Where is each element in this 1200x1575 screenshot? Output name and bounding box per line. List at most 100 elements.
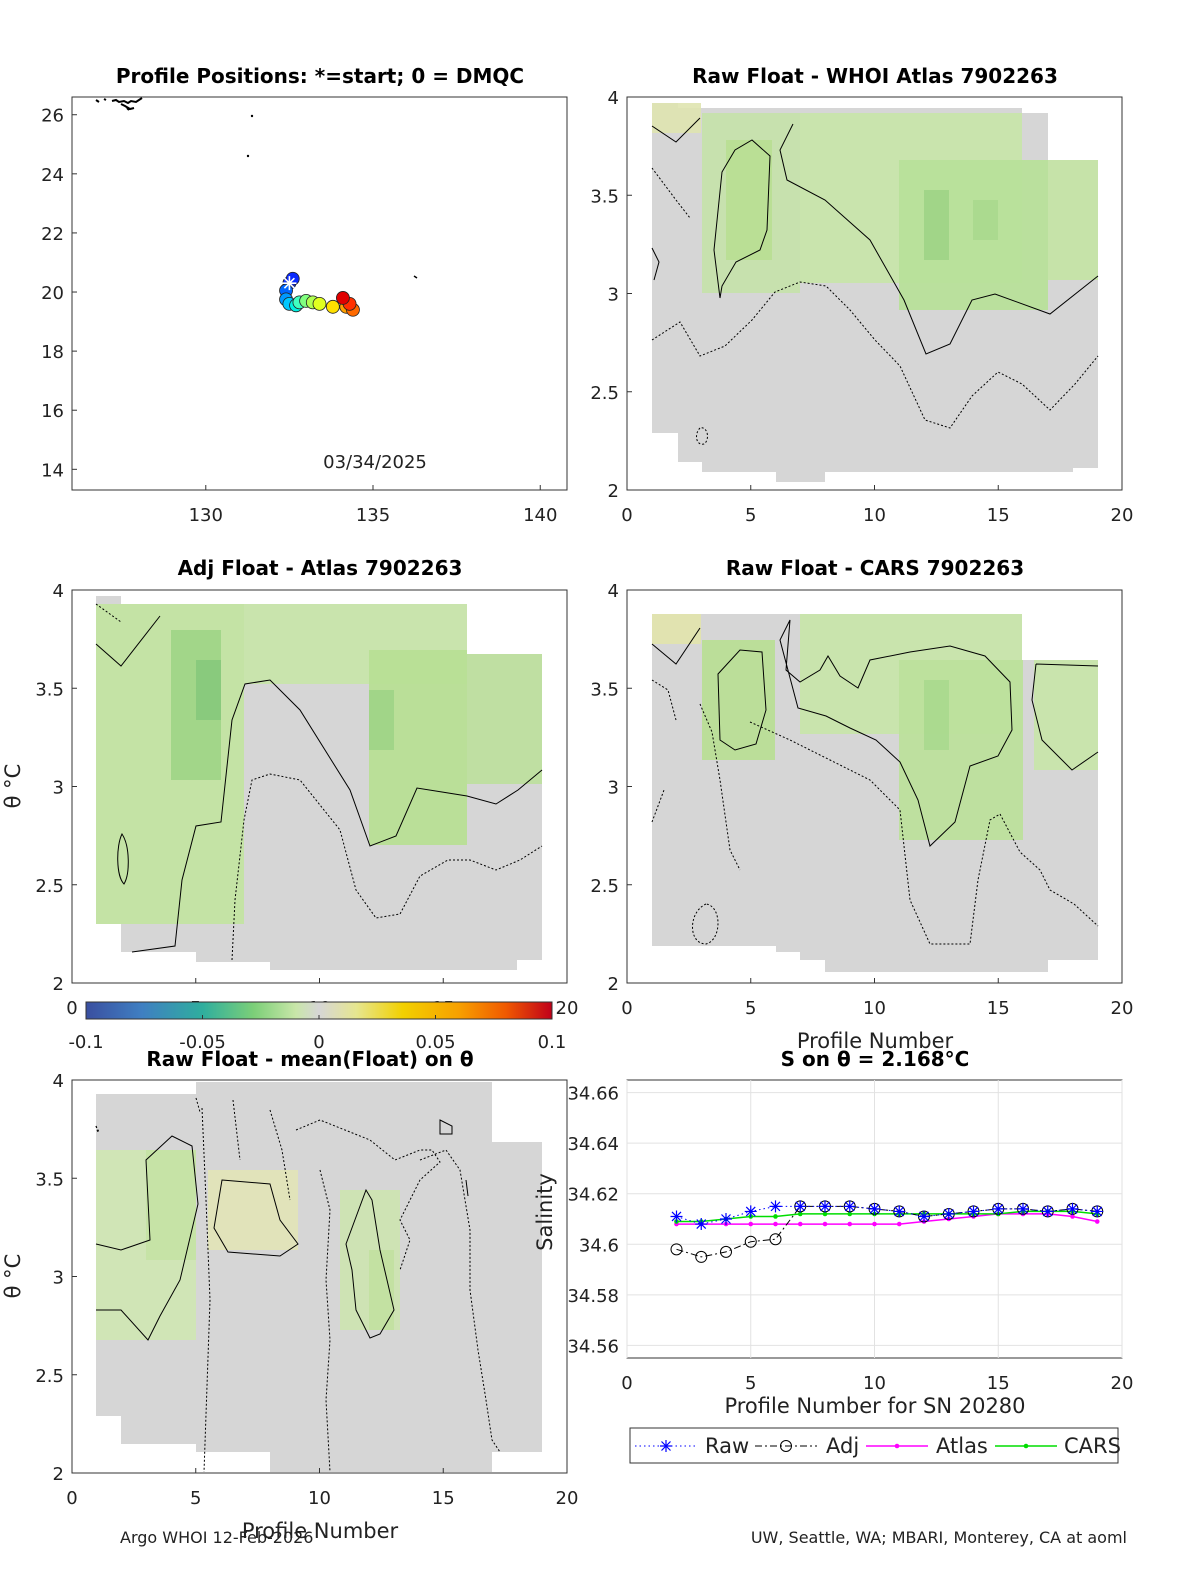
map-y-ticks: 14 16 18 20 22 24 26	[41, 106, 77, 481]
raw-mean-panel: Raw Float - mean(Float) on θ 0 5 10 15 20 22…	[1, 1047, 578, 1543]
y-tick-label: 3	[608, 285, 619, 306]
y-tick-label: 34.66	[567, 1084, 619, 1105]
raw-mean-ylabel: θ °C	[1, 1254, 25, 1299]
x-tick-label: 5	[745, 505, 756, 526]
salinity-x-ticks: 0 5 10 15 20	[621, 1373, 1133, 1394]
point-atlas	[896, 1221, 902, 1227]
adj-atlas-title: Adj Float - Atlas 7902263	[178, 556, 463, 580]
salinity-panel: S on θ = 2.168°C 0 5 10 15 20 34.56 34.58 34.6…	[533, 1047, 1133, 1464]
raw-mean-field	[96, 1082, 542, 1472]
x-tick-label: 5	[190, 1488, 201, 1509]
map-axes	[71, 96, 568, 491]
raw-cars-title: Raw Float - CARS 7902263	[726, 556, 1024, 580]
point-raw	[1091, 1205, 1104, 1218]
point-adj	[744, 1235, 757, 1248]
point-raw	[1017, 1202, 1029, 1215]
point-raw	[819, 1200, 831, 1213]
point-adj	[769, 1233, 782, 1246]
y-tick-label: 2	[53, 974, 64, 995]
y-tick-label: 2.5	[35, 876, 64, 897]
y-tick-label: 2	[608, 481, 619, 502]
x-tick-label: 15	[987, 998, 1010, 1019]
point-raw	[843, 1200, 856, 1213]
legend-label: Raw	[705, 1434, 749, 1458]
x-tick-label: 15	[432, 1488, 455, 1509]
x-tick-label: 15	[987, 505, 1010, 526]
y-tick-label: 3	[53, 778, 64, 799]
raw-cars-xlabel: Profile Number	[797, 1029, 954, 1053]
point-raw	[794, 1200, 807, 1213]
colorbar: -0.1 -0.05 0 0.05 0.1	[68, 1001, 567, 1053]
y-tick-label: 34.6	[579, 1235, 619, 1256]
y-tick-label: 34.64	[567, 1134, 619, 1155]
y-tick-label: 14	[41, 460, 64, 481]
point-raw	[893, 1205, 906, 1218]
raw-atlas-x-ticks: 0 5 10 15 20	[621, 485, 1133, 526]
colorbar-tick-label: 0.1	[538, 1032, 567, 1053]
salinity-series	[670, 1200, 1104, 1263]
y-tick-label: 24	[41, 165, 64, 186]
x-tick-label: 20	[556, 1488, 579, 1509]
raw-mean-contours	[95, 1097, 501, 1473]
raw-cars-y-ticks: 2 2.5 3 3.5 4	[590, 581, 632, 995]
y-tick-label: 26	[41, 106, 64, 127]
y-tick-label: 3.5	[590, 186, 619, 207]
salinity-ylabel: Salinity	[533, 1173, 557, 1251]
legend-label: Adj	[826, 1434, 859, 1458]
x-tick-label: 0	[66, 1488, 77, 1509]
legend-marker	[660, 1440, 672, 1452]
colorbar-tick-label: -0.05	[179, 1032, 226, 1053]
point-cars	[847, 1211, 853, 1217]
raw-cars-contours	[651, 619, 1099, 945]
x-tick-label: 135	[356, 505, 390, 526]
x-tick-label: 0	[621, 1373, 632, 1394]
point-raw	[1041, 1205, 1054, 1218]
y-tick-label: 4	[608, 581, 619, 602]
point-atlas	[822, 1221, 828, 1227]
legend-marker	[894, 1443, 900, 1449]
map-title: Profile Positions: *=start; 0 = DMQC	[116, 64, 524, 88]
colorbar-tick-label: 0.05	[415, 1032, 455, 1053]
raw-cars-x-ticks: 0 5 10 15 20	[621, 978, 1133, 1019]
point-raw	[1066, 1202, 1079, 1215]
colorbar-tick-label: -0.1	[68, 1032, 103, 1053]
raw-mean-xlabel: Profile Number	[242, 1519, 399, 1543]
y-tick-label: 2.5	[35, 1366, 64, 1387]
map-date-label: 03/34/2025	[323, 452, 427, 473]
point-adj	[720, 1245, 732, 1258]
point-atlas	[1094, 1219, 1100, 1224]
series-line-raw	[676, 1205, 1098, 1225]
salinity-y-ticks: 34.56 34.58 34.6 34.62 34.64 34.66	[567, 1084, 619, 1358]
y-tick-label: 16	[41, 401, 64, 422]
point-cars	[822, 1211, 828, 1217]
y-tick-label: 22	[41, 224, 64, 245]
raw-atlas-title: Raw Float - WHOI Atlas 7902263	[692, 64, 1058, 88]
y-tick-label: 3.5	[35, 1169, 64, 1190]
x-tick-label: 20	[1111, 1373, 1134, 1394]
point-raw	[744, 1205, 757, 1218]
point-cars	[773, 1214, 778, 1219]
point-atlas	[797, 1221, 803, 1227]
raw-atlas-y-ticks: 2 2.5 3 3.5 4	[590, 88, 632, 502]
raw-mean-x-ticks: 0 5 10 15 20	[66, 1468, 578, 1509]
y-tick-label: 3	[53, 1268, 64, 1289]
x-tick-label: 140	[523, 505, 557, 526]
legend-entry-raw: Raw	[635, 1434, 749, 1458]
point-atlas	[847, 1221, 853, 1227]
point-raw	[942, 1207, 955, 1220]
raw-atlas-panel: Raw Float - WHOI Atlas 7902263 0 5 10 15 20 …	[590, 64, 1133, 526]
legend-entry-atlas: Atlas	[866, 1434, 988, 1458]
raw-mean-y-ticks: 2 2.5 3 3.5 4	[35, 1071, 77, 1485]
x-tick-label: 15	[987, 1373, 1010, 1394]
point-raw	[868, 1202, 881, 1215]
footer-left: Argo WHOI 12-Feb-2026	[120, 1528, 313, 1547]
map-x-ticks: 130 135 140	[189, 485, 557, 526]
adj-atlas-ylabel: θ °C	[1, 764, 25, 809]
salinity-grid	[626, 1080, 1123, 1358]
profile-positions	[279, 271, 360, 317]
y-tick-label: 4	[608, 88, 619, 109]
profile-position-marker	[336, 291, 350, 305]
y-tick-label: 34.58	[567, 1286, 619, 1307]
legend-marker	[780, 1440, 792, 1452]
